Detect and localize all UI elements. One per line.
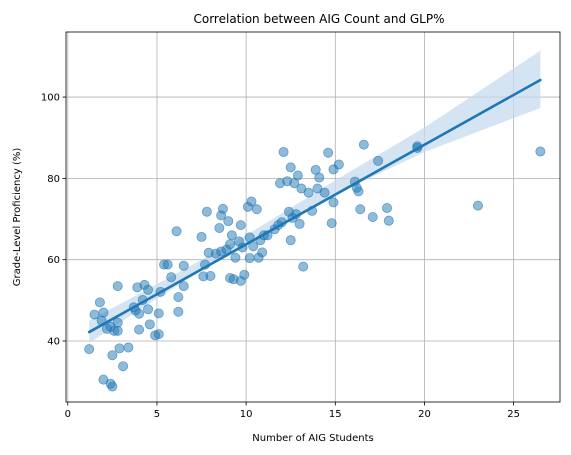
data-point (123, 342, 134, 353)
data-point (373, 155, 384, 166)
x-axis-label: Number of AIG Students (252, 433, 373, 444)
data-point (153, 329, 164, 340)
data-point (292, 170, 303, 181)
data-point (98, 307, 109, 318)
data-point (382, 203, 393, 214)
data-point (314, 172, 325, 183)
x-tick-label: 20 (418, 409, 431, 420)
x-tick-label: 0 (65, 409, 71, 420)
data-point (298, 261, 309, 272)
data-point (134, 324, 145, 335)
data-point (162, 259, 173, 270)
data-point (226, 230, 237, 241)
data-point (319, 187, 330, 198)
data-point (217, 203, 228, 214)
data-point (205, 270, 216, 281)
data-point (143, 304, 154, 315)
data-point (201, 206, 212, 217)
data-point (196, 231, 207, 242)
data-point (153, 308, 164, 319)
data-point (294, 218, 305, 229)
data-point (107, 381, 118, 392)
y-tick-label: 40 (47, 337, 60, 348)
data-point (353, 186, 364, 197)
x-tick-label: 5 (154, 409, 160, 420)
scatter-points (84, 139, 546, 392)
data-point (118, 361, 129, 372)
data-point (323, 147, 334, 158)
plot-frame (65, 31, 561, 403)
data-point (107, 350, 118, 361)
data-point (367, 211, 378, 222)
data-point (251, 204, 262, 215)
x-tick-label: 10 (240, 409, 253, 420)
data-point (134, 308, 145, 319)
y-axis-label: Grade-Level Proficiency (%) (12, 148, 23, 287)
data-point (173, 292, 184, 303)
data-point (303, 187, 314, 198)
data-point (225, 239, 236, 250)
data-point (257, 247, 268, 258)
data-point (178, 260, 189, 271)
data-point (143, 284, 154, 295)
data-point (144, 319, 155, 330)
data-point (358, 139, 369, 150)
y-axis-ticks: 40 60 80 100 (41, 93, 66, 348)
data-point (278, 146, 289, 157)
data-point (244, 253, 255, 264)
x-axis-ticks: 0 5 10 15 20 25 (65, 402, 520, 420)
data-point (230, 252, 241, 263)
data-point (535, 146, 546, 157)
data-point (285, 235, 296, 246)
data-point (112, 325, 123, 336)
data-point (326, 218, 337, 229)
data-point (84, 344, 95, 355)
data-point (235, 220, 246, 231)
data-point (173, 306, 184, 317)
data-point (355, 204, 366, 215)
data-point (333, 159, 344, 170)
x-tick-label: 25 (507, 409, 520, 420)
data-point (285, 162, 296, 173)
data-point (166, 272, 177, 283)
data-point (383, 215, 394, 226)
data-point (239, 269, 250, 280)
regression-fit-line (87, 78, 542, 334)
x-tick-label: 15 (329, 409, 342, 420)
data-point (472, 200, 483, 211)
data-point (171, 226, 182, 237)
y-tick-label: 80 (47, 174, 60, 185)
regression-line (87, 78, 542, 334)
data-point (114, 343, 125, 354)
chart-title: Correlation between AIG Count and GLP% (193, 12, 444, 26)
data-point (112, 281, 123, 292)
data-point (214, 222, 225, 233)
data-point (223, 216, 234, 227)
y-tick-label: 60 (47, 255, 60, 266)
data-point (328, 197, 339, 208)
data-point (178, 281, 189, 292)
y-tick-label: 100 (41, 93, 60, 104)
data-point (246, 196, 257, 207)
data-point (94, 297, 105, 308)
